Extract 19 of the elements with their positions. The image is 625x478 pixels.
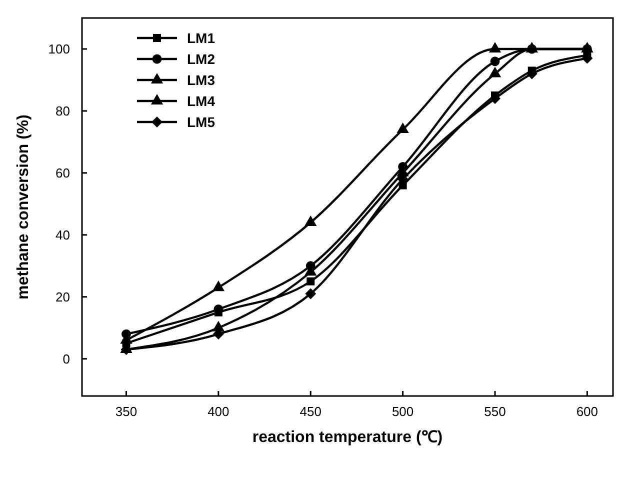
x-tick-label: 500 <box>392 404 414 419</box>
legend-label: LM1 <box>187 30 216 46</box>
x-axis-title: reaction temperature (℃) <box>252 429 443 446</box>
y-tick-label: 60 <box>56 165 70 180</box>
y-tick-label: 80 <box>56 103 70 118</box>
y-axis-title: methane conversion (%) <box>15 114 32 300</box>
x-tick-label: 550 <box>484 404 506 419</box>
legend-label: LM2 <box>187 51 216 67</box>
y-tick-label: 40 <box>56 227 70 242</box>
legend-label: LM4 <box>187 93 216 109</box>
legend-label: LM3 <box>187 72 216 88</box>
y-tick-label: 0 <box>62 351 70 366</box>
x-tick-label: 450 <box>300 404 322 419</box>
legend-label: LM5 <box>187 114 216 130</box>
y-tick-label: 100 <box>48 41 70 56</box>
x-tick-label: 400 <box>208 404 230 419</box>
x-tick-label: 350 <box>115 404 138 419</box>
x-tick-label: 600 <box>576 404 598 419</box>
y-tick-label: 20 <box>56 289 70 304</box>
